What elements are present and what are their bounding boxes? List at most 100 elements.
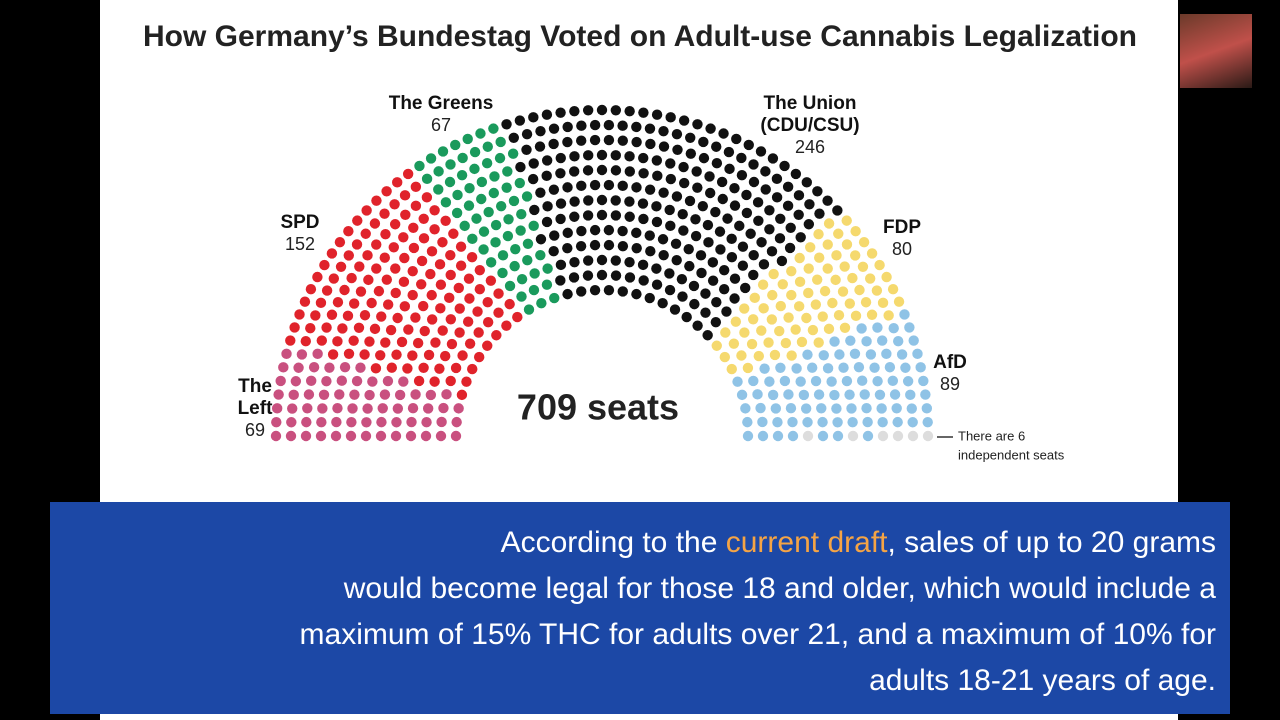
seat xyxy=(729,182,740,194)
seat xyxy=(719,351,731,363)
seat xyxy=(582,210,594,221)
seat xyxy=(445,375,456,387)
seat xyxy=(456,389,468,401)
seat xyxy=(371,195,382,206)
seat xyxy=(801,177,812,188)
seat xyxy=(455,260,467,271)
seat xyxy=(672,144,683,155)
seat xyxy=(508,132,519,143)
seat xyxy=(476,176,488,188)
seat xyxy=(624,105,635,117)
seat xyxy=(562,242,573,254)
seat xyxy=(791,363,802,374)
seat xyxy=(710,206,721,218)
seat xyxy=(766,314,778,325)
seat xyxy=(742,362,754,374)
seat xyxy=(433,184,444,195)
seat xyxy=(516,291,527,302)
seat xyxy=(769,349,781,361)
seat xyxy=(369,218,381,229)
seat xyxy=(785,222,796,233)
seat xyxy=(379,389,391,400)
seat xyxy=(726,233,737,245)
seat xyxy=(876,335,888,346)
seat xyxy=(887,375,899,387)
seat xyxy=(457,350,468,361)
seat xyxy=(888,322,899,334)
seat xyxy=(922,416,933,428)
seat xyxy=(582,255,594,266)
seat xyxy=(891,403,902,414)
seat xyxy=(822,195,833,206)
seat xyxy=(482,141,493,152)
seat xyxy=(745,228,756,239)
seat xyxy=(772,430,784,442)
seat xyxy=(392,177,403,188)
seat xyxy=(866,309,878,320)
seat xyxy=(502,166,513,177)
party-seats: 80 xyxy=(891,239,913,259)
seat xyxy=(348,298,360,309)
seat xyxy=(434,363,445,374)
channel-avatar[interactable] xyxy=(1180,14,1252,88)
seat xyxy=(301,416,312,428)
seat xyxy=(330,430,342,442)
seat xyxy=(637,259,649,271)
party-name: SPD xyxy=(280,212,320,233)
seat xyxy=(624,196,635,207)
seat xyxy=(466,252,478,263)
seat xyxy=(651,109,663,120)
seat xyxy=(562,182,573,193)
seat xyxy=(892,430,904,442)
seat xyxy=(467,233,478,245)
seat xyxy=(377,403,388,414)
seat xyxy=(414,160,425,172)
seat xyxy=(433,166,444,177)
seat xyxy=(892,416,903,428)
seat xyxy=(803,219,815,230)
seat xyxy=(665,112,676,123)
seat xyxy=(371,263,382,274)
seat xyxy=(760,184,771,195)
seat xyxy=(589,119,601,131)
seat xyxy=(289,322,300,333)
seat xyxy=(305,322,316,334)
seat xyxy=(847,430,859,442)
seat xyxy=(631,242,642,254)
seat xyxy=(798,389,810,401)
seat xyxy=(326,309,338,320)
seat xyxy=(770,403,782,414)
seat xyxy=(337,323,348,334)
seat xyxy=(410,389,421,400)
seat xyxy=(438,402,449,414)
seat xyxy=(856,375,868,386)
seat xyxy=(548,246,559,257)
seat xyxy=(406,416,417,428)
seat xyxy=(624,272,636,283)
seat xyxy=(813,337,824,348)
caption-line: would become legal for those 18 and olde… xyxy=(343,572,1216,605)
seat xyxy=(425,153,437,164)
seat xyxy=(658,125,669,137)
seat xyxy=(407,265,418,277)
seat xyxy=(362,250,373,261)
seat xyxy=(485,257,497,268)
seat xyxy=(271,403,283,414)
seat xyxy=(787,416,798,428)
seat xyxy=(908,335,919,346)
seat xyxy=(731,133,742,145)
seat xyxy=(780,337,792,349)
seat xyxy=(665,158,676,169)
seat xyxy=(440,215,451,227)
seat xyxy=(596,209,608,221)
seat xyxy=(504,280,516,292)
seat xyxy=(353,322,365,334)
seat xyxy=(451,207,463,219)
seat xyxy=(334,389,345,400)
seat xyxy=(771,192,783,203)
seat xyxy=(355,286,367,297)
seat xyxy=(748,269,759,281)
seat xyxy=(692,320,703,331)
seat xyxy=(332,336,343,347)
seat xyxy=(603,239,615,251)
